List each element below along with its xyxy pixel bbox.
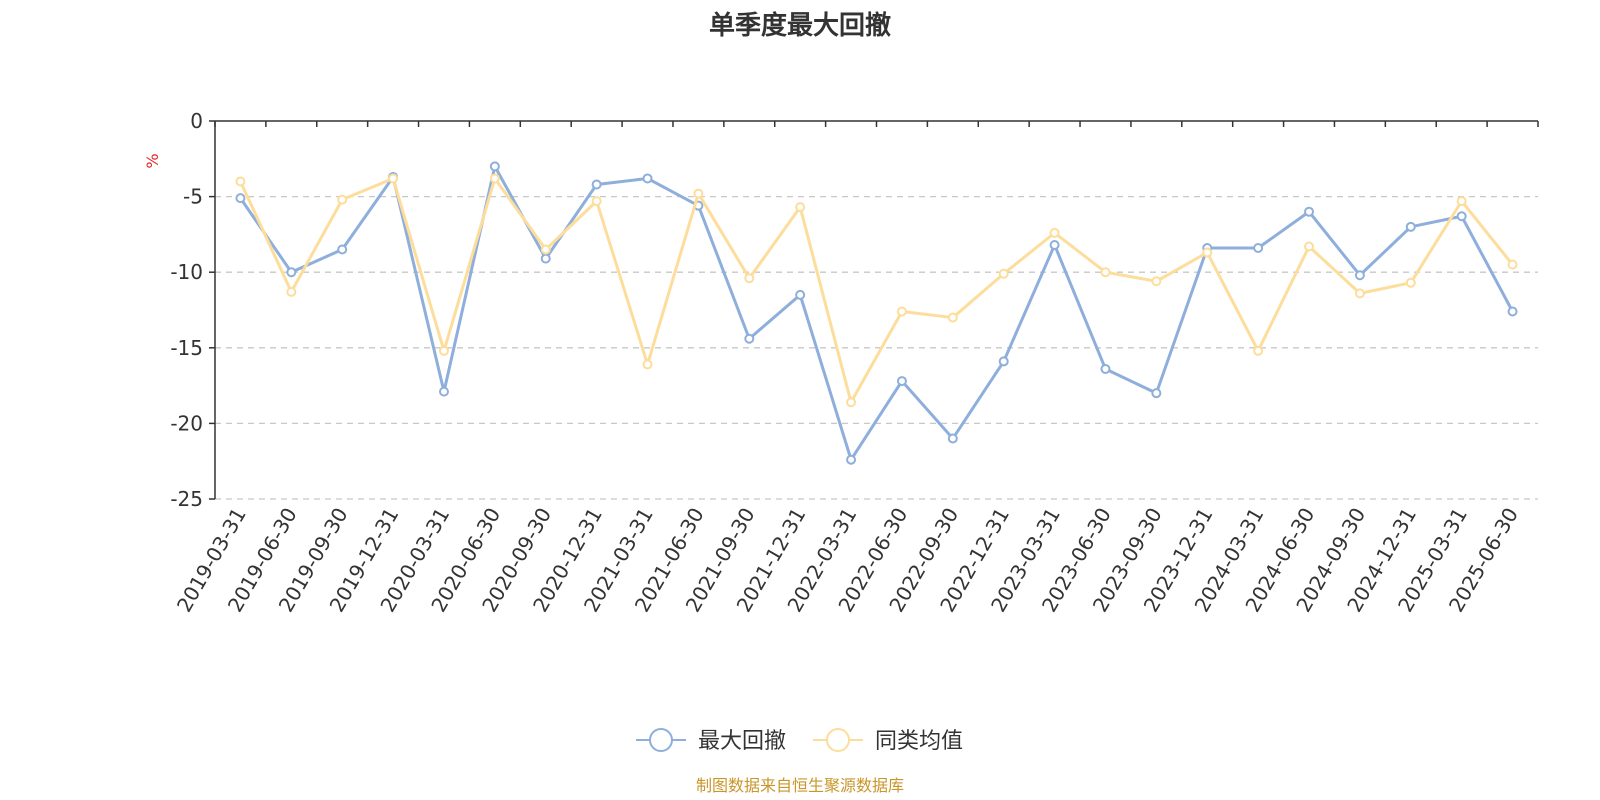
data-point[interactable] [1049,239,1060,250]
data-point[interactable] [591,196,602,207]
data-point[interactable] [489,173,500,184]
data-point[interactable] [795,289,806,300]
data-point[interactable] [438,386,449,397]
y-axis-label: % [143,153,162,168]
data-point[interactable] [591,179,602,190]
y-tick-label: 0 [190,109,203,133]
data-point[interactable] [1405,221,1416,232]
data-point[interactable] [642,359,653,370]
data-point[interactable] [540,244,551,255]
data-point[interactable] [489,161,500,172]
data-point[interactable] [693,188,704,199]
series-1 [235,161,1518,465]
data-point[interactable] [286,267,297,278]
series-line [239,164,1514,462]
legend-label: 同类均值 [875,729,963,754]
legend-item-1[interactable]: 最大回撤 [636,728,786,754]
data-point[interactable] [1456,196,1467,207]
data-point[interactable] [540,253,551,264]
legend-item-2[interactable]: 同类均值 [813,728,963,754]
data-point[interactable] [1405,277,1416,288]
axes [209,120,1539,500]
data-point[interactable] [1202,247,1213,258]
data-point[interactable] [795,202,806,213]
data-point[interactable] [846,454,857,465]
legend-label: 最大回撤 [698,729,786,754]
data-point[interactable] [1354,270,1365,281]
data-point[interactable] [337,194,348,205]
data-point[interactable] [1100,267,1111,278]
data-point[interactable] [1253,345,1264,356]
x-axis-ticks: 2019-03-312019-06-302019-09-302019-12-31… [172,503,1523,616]
y-tick-label: -10 [170,260,203,284]
data-point[interactable] [235,176,246,187]
grid [215,195,1538,500]
data-point[interactable] [388,173,399,184]
data-point[interactable] [1100,363,1111,374]
data-point[interactable] [337,244,348,255]
data-point[interactable] [947,433,958,444]
y-tick-label: -25 [170,487,203,511]
source-note: 制图数据来自恒生聚源数据库 [696,776,904,795]
series-2 [235,173,1518,408]
data-point[interactable] [744,333,755,344]
y-tick-label: -15 [170,336,203,360]
data-point[interactable] [1049,227,1060,238]
data-point[interactable] [1304,206,1315,217]
data-point[interactable] [235,193,246,204]
data-point[interactable] [1151,388,1162,399]
data-point[interactable] [1507,306,1518,317]
legend-marker [826,728,850,752]
data-point[interactable] [438,345,449,356]
legend-marker [649,728,673,752]
data-point[interactable] [947,312,958,323]
chart-title: 单季度最大回撤 [709,10,891,41]
data-point[interactable] [896,376,907,387]
data-point[interactable] [1304,241,1315,252]
data-point[interactable] [1354,288,1365,299]
legend: 最大回撤 同类均值 [636,728,963,754]
series-line [239,176,1514,404]
data-point[interactable] [642,173,653,184]
data-point[interactable] [1456,211,1467,222]
y-tick-label: -20 [170,411,203,435]
data-point[interactable] [998,356,1009,367]
data-point[interactable] [846,397,857,408]
data-point[interactable] [1253,243,1264,254]
y-tick-label: -5 [183,185,203,209]
data-point[interactable] [1151,276,1162,287]
data-point[interactable] [998,268,1009,279]
series-layer [235,161,1518,465]
data-point[interactable] [744,273,755,284]
y-axis-ticks: 0 -5 -10 -15 -20 -25 [170,109,203,511]
data-point[interactable] [286,286,297,297]
data-point[interactable] [1507,259,1518,270]
data-point[interactable] [896,306,907,317]
